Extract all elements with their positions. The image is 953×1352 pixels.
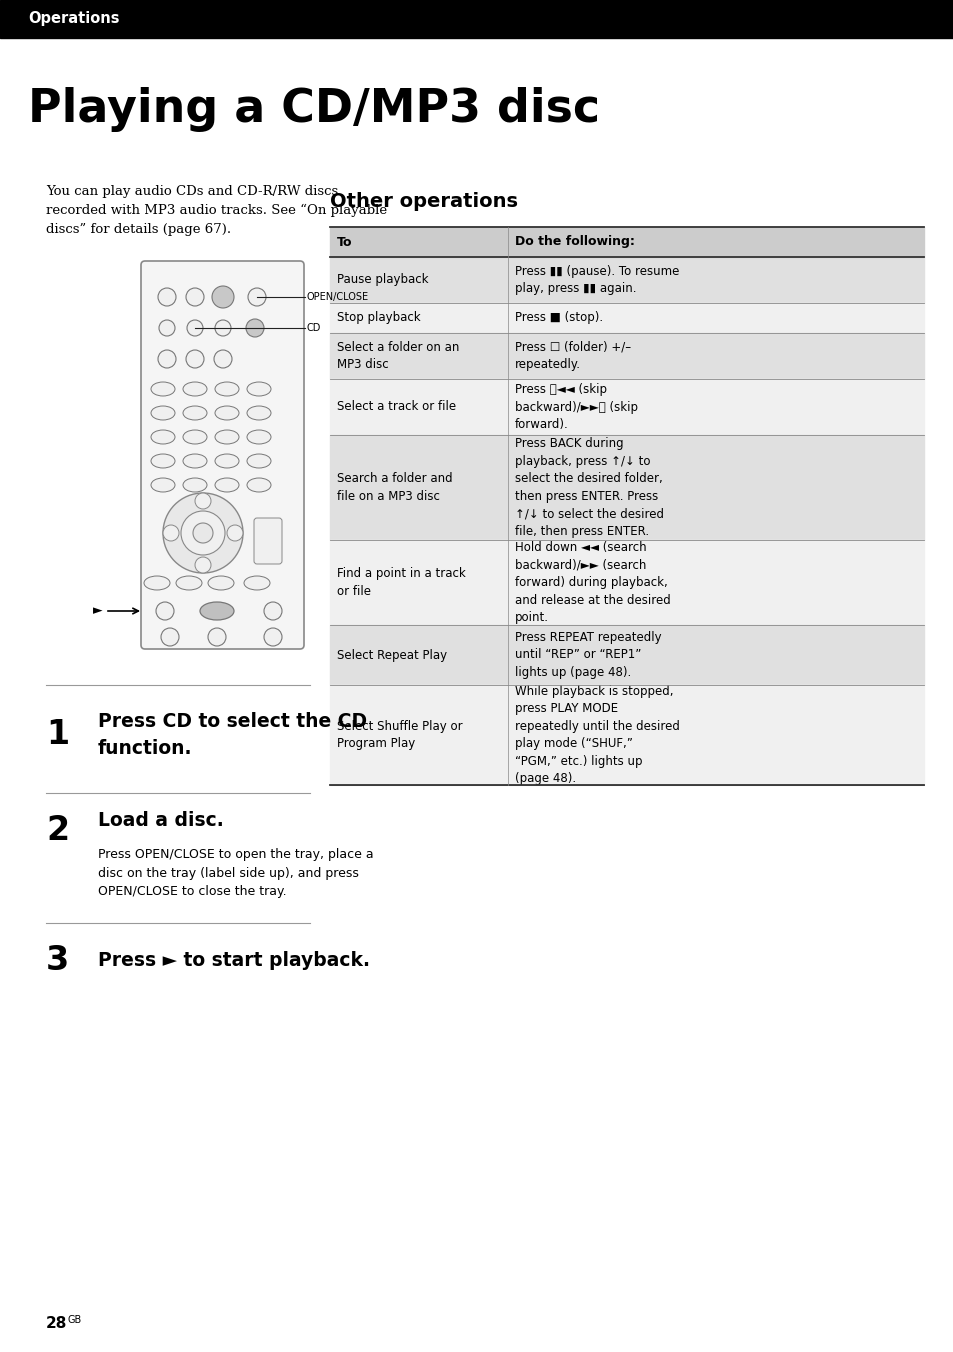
Circle shape bbox=[264, 627, 282, 646]
Text: Pause playback: Pause playback bbox=[336, 273, 428, 287]
FancyBboxPatch shape bbox=[141, 261, 304, 649]
Circle shape bbox=[161, 627, 179, 646]
Circle shape bbox=[163, 493, 243, 573]
Ellipse shape bbox=[175, 576, 202, 589]
Circle shape bbox=[194, 557, 211, 573]
Circle shape bbox=[186, 350, 204, 368]
Bar bbox=[330, 303, 923, 333]
Bar bbox=[330, 227, 923, 257]
Text: Operations: Operations bbox=[28, 12, 119, 27]
Text: Select a track or file: Select a track or file bbox=[336, 400, 456, 414]
Text: Other operations: Other operations bbox=[330, 192, 517, 211]
Text: To: To bbox=[336, 235, 352, 249]
Circle shape bbox=[264, 602, 282, 621]
Ellipse shape bbox=[151, 406, 174, 420]
Ellipse shape bbox=[144, 576, 170, 589]
Ellipse shape bbox=[214, 430, 239, 443]
Text: Select a folder on an
MP3 disc: Select a folder on an MP3 disc bbox=[336, 341, 459, 372]
Ellipse shape bbox=[247, 383, 271, 396]
Circle shape bbox=[194, 493, 211, 508]
Bar bbox=[330, 333, 923, 379]
Ellipse shape bbox=[183, 479, 207, 492]
Circle shape bbox=[158, 350, 175, 368]
Text: Press REPEAT repeatedly
until “REP” or “REP1”
lights up (page 48).: Press REPEAT repeatedly until “REP” or “… bbox=[515, 631, 661, 679]
Circle shape bbox=[246, 319, 264, 337]
Text: Press ▮▮ (pause). To resume
play, press ▮▮ again.: Press ▮▮ (pause). To resume play, press … bbox=[515, 265, 679, 295]
Ellipse shape bbox=[214, 454, 239, 468]
Ellipse shape bbox=[183, 383, 207, 396]
Text: Playing a CD/MP3 disc: Playing a CD/MP3 disc bbox=[28, 88, 599, 132]
Ellipse shape bbox=[214, 406, 239, 420]
Ellipse shape bbox=[214, 383, 239, 396]
Ellipse shape bbox=[247, 406, 271, 420]
Circle shape bbox=[158, 288, 175, 306]
Text: Select Repeat Play: Select Repeat Play bbox=[336, 649, 447, 661]
Bar bbox=[330, 435, 923, 539]
Text: Find a point in a track
or file: Find a point in a track or file bbox=[336, 568, 465, 598]
Ellipse shape bbox=[151, 383, 174, 396]
Circle shape bbox=[159, 320, 174, 337]
Bar bbox=[0, 0, 953, 38]
Text: 3: 3 bbox=[46, 945, 70, 977]
Text: Press ► to start playback.: Press ► to start playback. bbox=[98, 952, 370, 971]
Text: Load a disc.: Load a disc. bbox=[98, 811, 224, 830]
FancyBboxPatch shape bbox=[253, 518, 282, 564]
Text: Press OPEN/CLOSE to open the tray, place a
disc on the tray (label side up), and: Press OPEN/CLOSE to open the tray, place… bbox=[98, 848, 374, 898]
Text: 2: 2 bbox=[46, 814, 69, 848]
Ellipse shape bbox=[247, 479, 271, 492]
Text: Hold down ◄◄ (search
backward)/►► (search
forward) during playback,
and release : Hold down ◄◄ (search backward)/►► (searc… bbox=[515, 541, 670, 625]
Circle shape bbox=[163, 525, 179, 541]
Ellipse shape bbox=[151, 479, 174, 492]
Text: Do the following:: Do the following: bbox=[515, 235, 634, 249]
Bar bbox=[330, 625, 923, 685]
Ellipse shape bbox=[247, 430, 271, 443]
Text: Press ⏮◄◄ (skip
backward)/►►⏭ (skip
forward).: Press ⏮◄◄ (skip backward)/►►⏭ (skip forw… bbox=[515, 383, 638, 431]
Text: Press ☐ (folder) +/–
repeatedly.: Press ☐ (folder) +/– repeatedly. bbox=[515, 341, 631, 372]
Ellipse shape bbox=[214, 479, 239, 492]
Circle shape bbox=[227, 525, 243, 541]
Circle shape bbox=[187, 320, 203, 337]
Circle shape bbox=[213, 350, 232, 368]
Text: While playback is stopped,
press PLAY MODE
repeatedly until the desired
play mod: While playback is stopped, press PLAY MO… bbox=[515, 684, 679, 786]
Ellipse shape bbox=[247, 454, 271, 468]
Text: Press CD to select the CD
function.: Press CD to select the CD function. bbox=[98, 713, 367, 757]
Ellipse shape bbox=[200, 602, 233, 621]
Circle shape bbox=[181, 511, 225, 556]
Text: Stop playback: Stop playback bbox=[336, 311, 420, 324]
Text: ►: ► bbox=[93, 604, 103, 618]
Ellipse shape bbox=[151, 430, 174, 443]
Text: CD: CD bbox=[307, 323, 321, 333]
Text: Press ■ (stop).: Press ■ (stop). bbox=[515, 311, 602, 324]
Circle shape bbox=[212, 287, 233, 308]
Bar bbox=[330, 257, 923, 303]
Text: 28: 28 bbox=[46, 1317, 68, 1332]
Circle shape bbox=[186, 288, 204, 306]
Ellipse shape bbox=[151, 454, 174, 468]
Circle shape bbox=[193, 523, 213, 544]
Ellipse shape bbox=[208, 576, 233, 589]
Circle shape bbox=[248, 288, 266, 306]
Text: OPEN/CLOSE: OPEN/CLOSE bbox=[307, 292, 369, 301]
Text: Search a folder and
file on a MP3 disc: Search a folder and file on a MP3 disc bbox=[336, 472, 452, 503]
Text: GB: GB bbox=[68, 1315, 82, 1325]
Text: You can play audio CDs and CD-R/RW discs
recorded with MP3 audio tracks. See “On: You can play audio CDs and CD-R/RW discs… bbox=[46, 185, 387, 237]
Circle shape bbox=[156, 602, 173, 621]
Text: 1: 1 bbox=[46, 718, 69, 752]
Text: Select Shuffle Play or
Program Play: Select Shuffle Play or Program Play bbox=[336, 719, 462, 750]
Circle shape bbox=[208, 627, 226, 646]
Circle shape bbox=[214, 320, 231, 337]
Text: Press BACK during
playback, press ↑/↓ to
select the desired folder,
then press E: Press BACK during playback, press ↑/↓ to… bbox=[515, 437, 663, 538]
Ellipse shape bbox=[183, 430, 207, 443]
Ellipse shape bbox=[183, 406, 207, 420]
Bar bbox=[330, 685, 923, 786]
Ellipse shape bbox=[183, 454, 207, 468]
Bar bbox=[330, 379, 923, 435]
Bar bbox=[330, 539, 923, 625]
Ellipse shape bbox=[244, 576, 270, 589]
